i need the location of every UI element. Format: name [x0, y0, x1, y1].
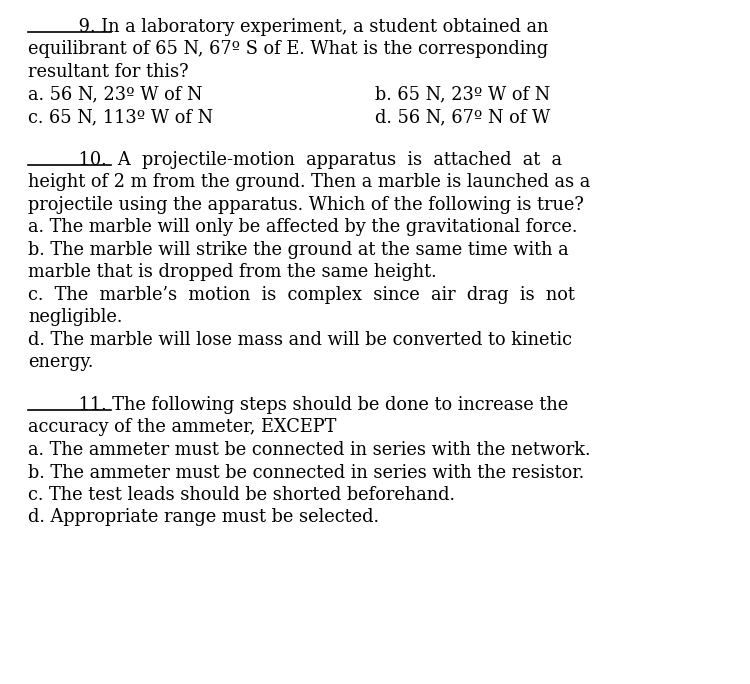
Text: a. The ammeter must be connected in series with the network.: a. The ammeter must be connected in seri… [28, 441, 590, 459]
Text: 9. In a laboratory experiment, a student obtained an: 9. In a laboratory experiment, a student… [28, 18, 548, 36]
Text: resultant for this?: resultant for this? [28, 63, 189, 81]
Text: c. The test leads should be shorted beforehand.: c. The test leads should be shorted befo… [28, 486, 455, 504]
Text: a. 56 N, 23º W of N: a. 56 N, 23º W of N [28, 86, 202, 103]
Text: b. The ammeter must be connected in series with the resistor.: b. The ammeter must be connected in seri… [28, 464, 584, 482]
Text: projectile using the apparatus. Which of the following is true?: projectile using the apparatus. Which of… [28, 196, 584, 213]
Text: negligible.: negligible. [28, 308, 122, 326]
Text: c. 65 N, 113º W of N: c. 65 N, 113º W of N [28, 108, 213, 126]
Text: b. The marble will strike the ground at the same time with a: b. The marble will strike the ground at … [28, 241, 568, 259]
Text: d. The marble will lose mass and will be converted to kinetic: d. The marble will lose mass and will be… [28, 331, 572, 349]
Text: marble that is dropped from the same height.: marble that is dropped from the same hei… [28, 263, 436, 281]
Text: 11. The following steps should be done to increase the: 11. The following steps should be done t… [28, 396, 568, 414]
Text: b. 65 N, 23º W of N: b. 65 N, 23º W of N [375, 86, 550, 103]
Text: 10.  A  projectile-motion  apparatus  is  attached  at  a: 10. A projectile-motion apparatus is att… [28, 150, 562, 169]
Text: c.  The  marble’s  motion  is  complex  since  air  drag  is  not: c. The marble’s motion is complex since … [28, 286, 574, 304]
Text: equilibrant of 65 N, 67º S of E. What is the corresponding: equilibrant of 65 N, 67º S of E. What is… [28, 40, 548, 59]
Text: height of 2 m from the ground. Then a marble is launched as a: height of 2 m from the ground. Then a ma… [28, 173, 590, 192]
Text: d. 56 N, 67º N of W: d. 56 N, 67º N of W [375, 108, 550, 126]
Text: a. The marble will only be affected by the gravitational force.: a. The marble will only be affected by t… [28, 218, 578, 236]
Text: energy.: energy. [28, 353, 93, 371]
Text: accuracy of the ammeter, EXCEPT: accuracy of the ammeter, EXCEPT [28, 419, 336, 436]
Text: d. Appropriate range must be selected.: d. Appropriate range must be selected. [28, 508, 379, 527]
